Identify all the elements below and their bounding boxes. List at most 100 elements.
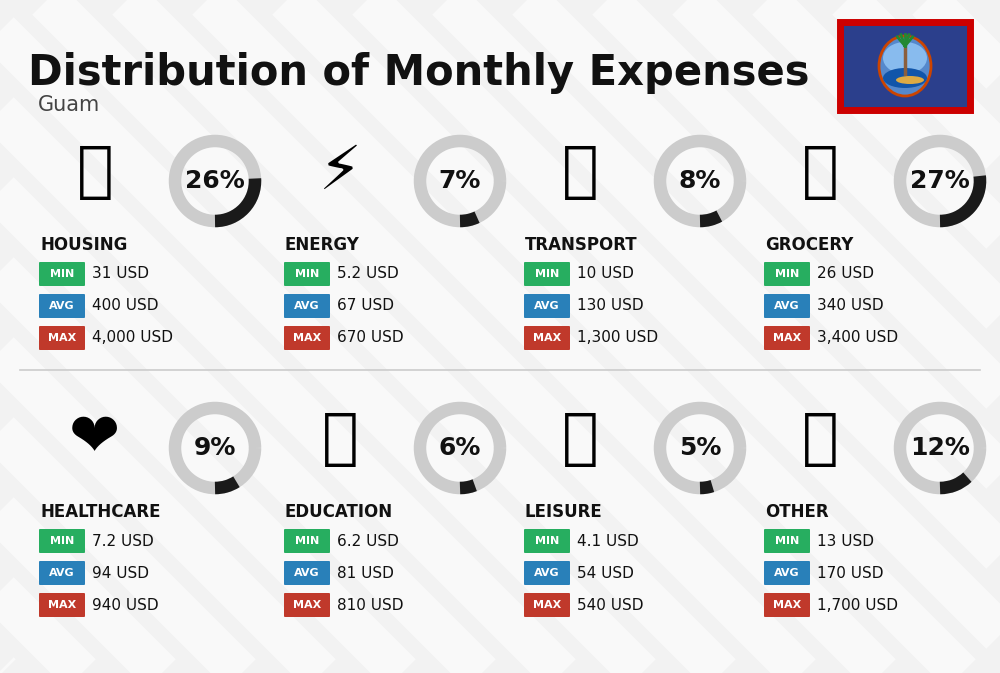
FancyBboxPatch shape <box>764 529 810 553</box>
Text: MAX: MAX <box>48 600 76 610</box>
FancyBboxPatch shape <box>284 561 330 585</box>
FancyBboxPatch shape <box>284 326 330 350</box>
Text: GROCERY: GROCERY <box>765 236 853 254</box>
Text: 5%: 5% <box>679 436 721 460</box>
Text: MIN: MIN <box>295 536 319 546</box>
Text: LEISURE: LEISURE <box>525 503 603 521</box>
Text: AVG: AVG <box>774 301 800 311</box>
FancyBboxPatch shape <box>39 593 85 617</box>
Text: 💰: 💰 <box>802 410 838 469</box>
Text: MIN: MIN <box>775 536 799 546</box>
Text: 54 USD: 54 USD <box>577 565 634 581</box>
Text: AVG: AVG <box>774 568 800 578</box>
Text: 26 USD: 26 USD <box>817 267 874 281</box>
Text: 810 USD: 810 USD <box>337 598 404 612</box>
Text: 6.2 USD: 6.2 USD <box>337 534 399 548</box>
Text: 4.1 USD: 4.1 USD <box>577 534 639 548</box>
Text: Guam: Guam <box>38 95 100 115</box>
Text: AVG: AVG <box>294 568 320 578</box>
FancyBboxPatch shape <box>284 294 330 318</box>
Text: MIN: MIN <box>775 269 799 279</box>
FancyBboxPatch shape <box>284 593 330 617</box>
Text: MAX: MAX <box>773 600 801 610</box>
Text: 6%: 6% <box>439 436 481 460</box>
Text: MAX: MAX <box>773 333 801 343</box>
FancyBboxPatch shape <box>284 262 330 286</box>
Text: 🛒: 🛒 <box>802 143 838 202</box>
Text: MAX: MAX <box>533 333 561 343</box>
Text: MAX: MAX <box>48 333 76 343</box>
FancyBboxPatch shape <box>39 294 85 318</box>
Text: OTHER: OTHER <box>765 503 829 521</box>
FancyBboxPatch shape <box>524 593 570 617</box>
Text: 🚌: 🚌 <box>562 143 598 202</box>
Text: 130 USD: 130 USD <box>577 299 644 314</box>
Ellipse shape <box>883 42 927 74</box>
Text: Distribution of Monthly Expenses: Distribution of Monthly Expenses <box>28 52 810 94</box>
FancyBboxPatch shape <box>524 262 570 286</box>
Text: 940 USD: 940 USD <box>92 598 159 612</box>
Text: 81 USD: 81 USD <box>337 565 394 581</box>
FancyBboxPatch shape <box>524 294 570 318</box>
Text: 1,700 USD: 1,700 USD <box>817 598 898 612</box>
Text: EDUCATION: EDUCATION <box>285 503 393 521</box>
Ellipse shape <box>896 76 924 84</box>
Text: AVG: AVG <box>49 568 75 578</box>
Text: 170 USD: 170 USD <box>817 565 884 581</box>
Text: AVG: AVG <box>534 568 560 578</box>
Text: 94 USD: 94 USD <box>92 565 149 581</box>
Text: MIN: MIN <box>50 536 74 546</box>
Text: MIN: MIN <box>535 269 559 279</box>
Text: 7.2 USD: 7.2 USD <box>92 534 154 548</box>
FancyBboxPatch shape <box>524 529 570 553</box>
Text: MIN: MIN <box>535 536 559 546</box>
FancyBboxPatch shape <box>764 561 810 585</box>
Text: 🛍️: 🛍️ <box>562 410 598 469</box>
FancyBboxPatch shape <box>284 529 330 553</box>
Ellipse shape <box>879 36 931 96</box>
Text: 4,000 USD: 4,000 USD <box>92 330 173 345</box>
Text: MAX: MAX <box>293 600 321 610</box>
FancyBboxPatch shape <box>39 326 85 350</box>
Text: HOUSING: HOUSING <box>40 236 127 254</box>
FancyBboxPatch shape <box>764 294 810 318</box>
Text: AVG: AVG <box>294 301 320 311</box>
FancyBboxPatch shape <box>764 262 810 286</box>
Text: AVG: AVG <box>534 301 560 311</box>
Text: 13 USD: 13 USD <box>817 534 874 548</box>
Text: AVG: AVG <box>49 301 75 311</box>
Text: MAX: MAX <box>293 333 321 343</box>
Text: ENERGY: ENERGY <box>285 236 360 254</box>
Text: 3,400 USD: 3,400 USD <box>817 330 898 345</box>
Text: MIN: MIN <box>50 269 74 279</box>
FancyBboxPatch shape <box>39 262 85 286</box>
Text: 7%: 7% <box>439 169 481 193</box>
FancyBboxPatch shape <box>524 561 570 585</box>
Text: 🎓: 🎓 <box>322 410 358 469</box>
Text: 12%: 12% <box>910 436 970 460</box>
Text: 67 USD: 67 USD <box>337 299 394 314</box>
Text: ❤️: ❤️ <box>69 410 121 469</box>
Text: 340 USD: 340 USD <box>817 299 884 314</box>
Text: 9%: 9% <box>194 436 236 460</box>
Text: ⚡: ⚡ <box>319 143 361 202</box>
FancyBboxPatch shape <box>39 529 85 553</box>
Text: 🏙: 🏙 <box>77 143 113 202</box>
Text: 1,300 USD: 1,300 USD <box>577 330 658 345</box>
Text: 10 USD: 10 USD <box>577 267 634 281</box>
Text: 26%: 26% <box>185 169 245 193</box>
Text: TRANSPORT: TRANSPORT <box>525 236 638 254</box>
FancyBboxPatch shape <box>764 593 810 617</box>
FancyBboxPatch shape <box>524 326 570 350</box>
Ellipse shape <box>883 68 927 88</box>
Text: 670 USD: 670 USD <box>337 330 404 345</box>
Text: 540 USD: 540 USD <box>577 598 644 612</box>
FancyBboxPatch shape <box>840 22 970 110</box>
Text: MIN: MIN <box>295 269 319 279</box>
Text: 400 USD: 400 USD <box>92 299 158 314</box>
FancyBboxPatch shape <box>764 326 810 350</box>
Text: 31 USD: 31 USD <box>92 267 149 281</box>
Text: 27%: 27% <box>910 169 970 193</box>
Text: MAX: MAX <box>533 600 561 610</box>
Text: 5.2 USD: 5.2 USD <box>337 267 399 281</box>
